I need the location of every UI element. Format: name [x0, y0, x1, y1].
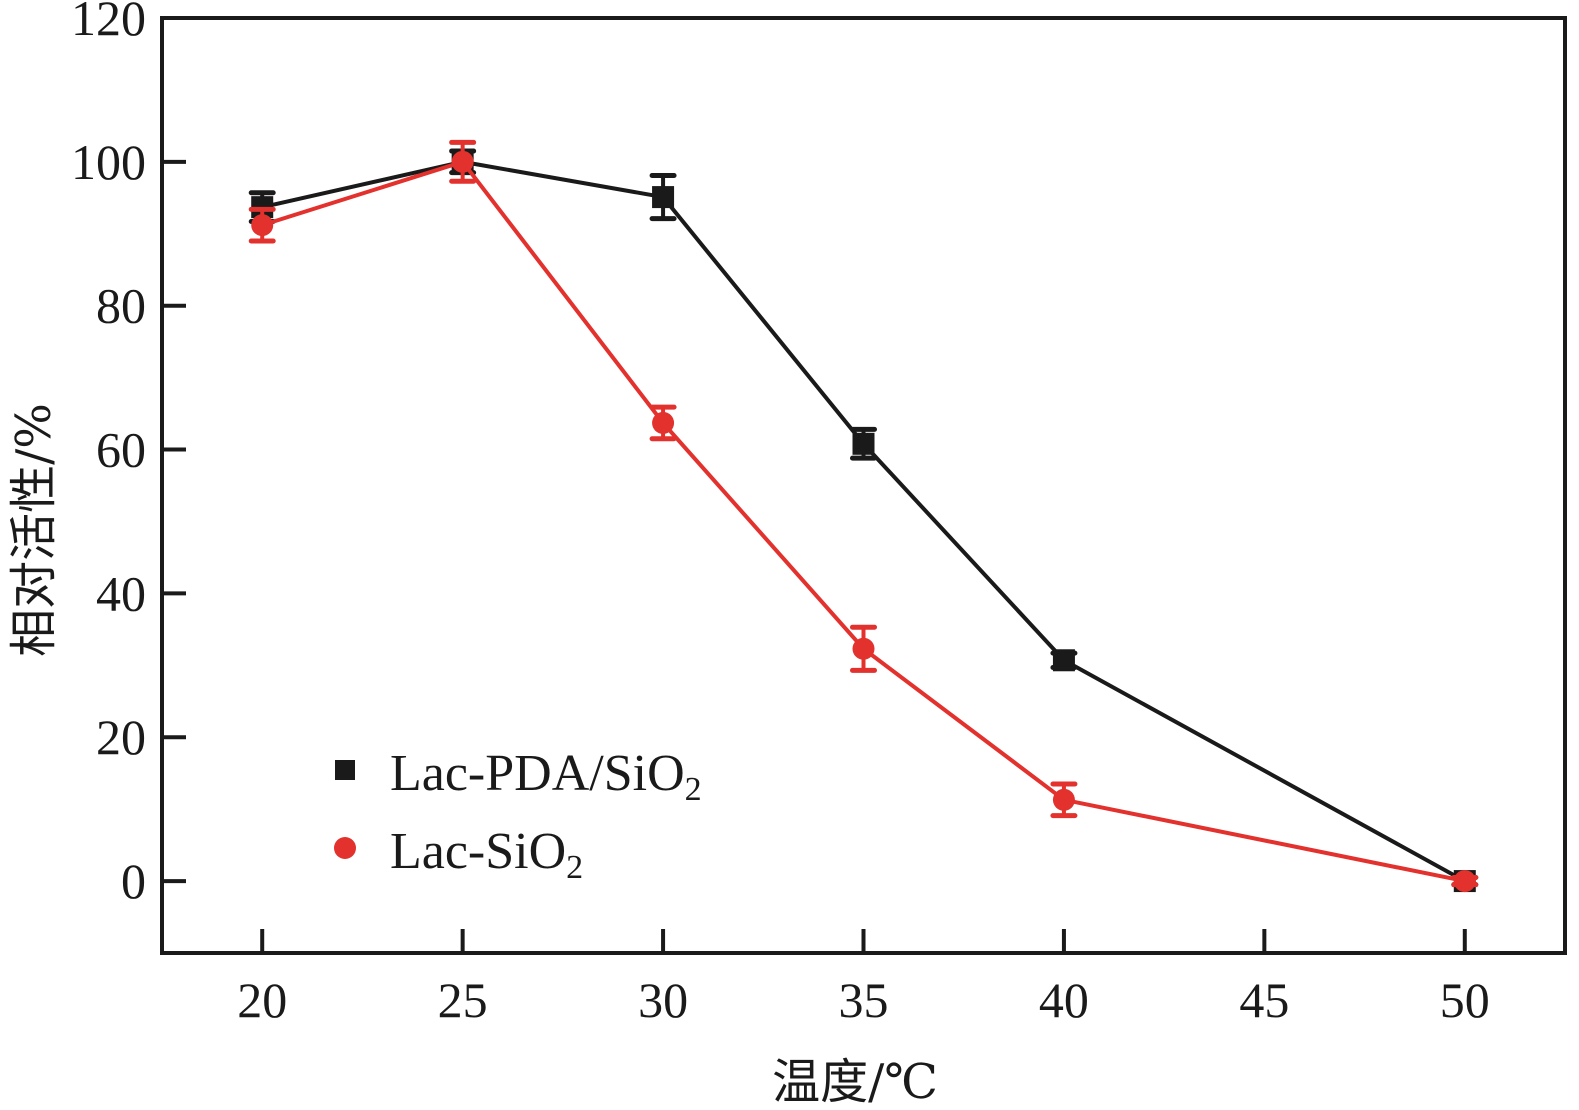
x-tick-label: 50: [1440, 972, 1490, 1028]
data-point: [852, 637, 875, 660]
data-point: [1453, 870, 1476, 893]
y-axis: 0 20 40 60 80 100 120: [71, 0, 186, 909]
data-point: [251, 214, 274, 237]
y-tick-label: 40: [96, 565, 146, 621]
data-point: [1052, 649, 1075, 672]
x-tick-label: 40: [1039, 972, 1089, 1028]
data-point: [652, 186, 675, 209]
series-line: [261, 159, 1466, 883]
legend-label: Lac-PDA/SiO2: [390, 745, 702, 808]
legend-marker: [335, 760, 355, 780]
plot-frame: [160, 16, 1567, 955]
x-axis-label: 温度/℃: [772, 1054, 938, 1110]
x-tick-label: 45: [1239, 972, 1289, 1028]
x-tick-label: 35: [839, 972, 889, 1028]
legend-marker: [334, 837, 356, 859]
legend-label: Lac-SiO2: [390, 823, 583, 886]
y-tick-label: 20: [96, 709, 146, 765]
data-point: [1052, 788, 1075, 811]
series-group: [248, 139, 1479, 893]
series-2: [248, 139, 1479, 893]
x-axis: 20 25 30 35 40 45 50: [237, 929, 1490, 1028]
x-tick-label: 25: [438, 972, 488, 1028]
data-point: [652, 411, 675, 434]
y-tick-label: 120: [71, 0, 146, 46]
data-point: [451, 150, 474, 173]
y-axis-label: 相对活性/%: [6, 403, 62, 657]
y-tick-label: 80: [96, 278, 146, 334]
series-line: [261, 159, 1466, 884]
y-tick-label: 0: [121, 853, 146, 909]
x-tick-label: 30: [638, 972, 688, 1028]
x-tick-label: 20: [237, 972, 287, 1028]
y-tick-label: 60: [96, 422, 146, 478]
legend: Lac-PDA/SiO2 Lac-SiO2: [334, 745, 702, 886]
y-tick-label: 100: [71, 134, 146, 190]
data-point: [852, 432, 875, 455]
